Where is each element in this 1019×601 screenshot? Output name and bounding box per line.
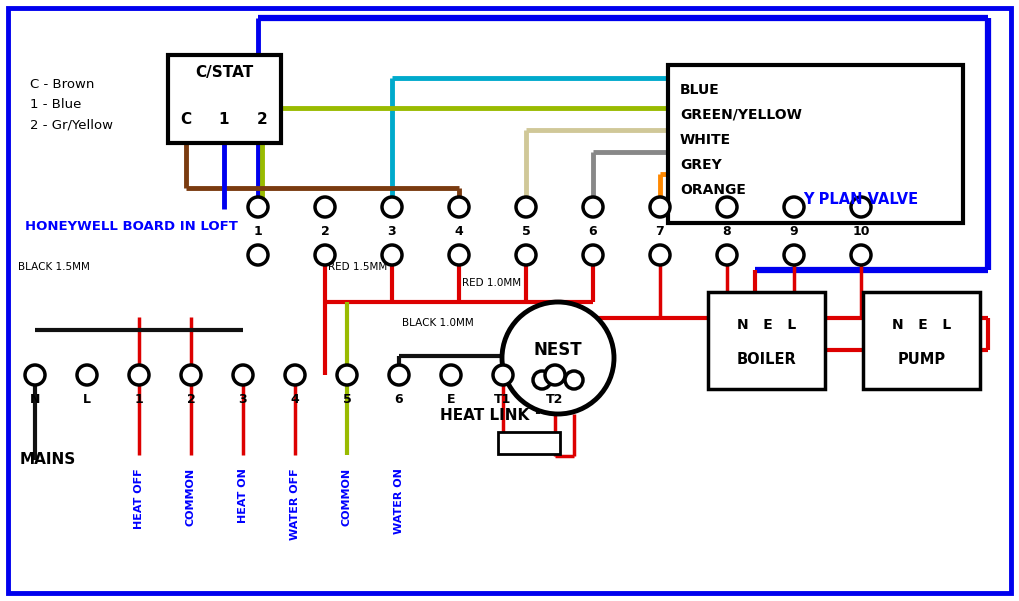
Text: 1 - Blue: 1 - Blue: [30, 99, 82, 112]
Circle shape: [851, 245, 871, 265]
Circle shape: [441, 365, 461, 385]
Bar: [668, 65, 963, 223]
Bar: [863, 292, 980, 389]
Text: N   E   L: N E L: [892, 318, 951, 332]
Text: 6: 6: [589, 225, 597, 238]
Circle shape: [382, 245, 403, 265]
Circle shape: [784, 245, 804, 265]
Circle shape: [181, 365, 201, 385]
Text: GREEN/YELLOW: GREEN/YELLOW: [680, 108, 802, 122]
Text: BLUE: BLUE: [680, 83, 719, 97]
Text: COMMON: COMMON: [342, 468, 352, 526]
Text: 5: 5: [342, 393, 352, 406]
Text: 4: 4: [454, 225, 464, 238]
Text: ORANGE: ORANGE: [680, 183, 746, 197]
Circle shape: [315, 245, 335, 265]
Circle shape: [502, 302, 614, 414]
Text: RED 1.0MM: RED 1.0MM: [462, 278, 521, 288]
Circle shape: [337, 365, 357, 385]
Text: 2: 2: [186, 393, 196, 406]
Text: N   E   L: N E L: [737, 318, 796, 332]
Text: WATER ON: WATER ON: [394, 468, 404, 534]
Text: BOILER: BOILER: [737, 352, 797, 367]
Circle shape: [717, 197, 737, 217]
Text: L: L: [83, 393, 91, 406]
Text: BLACK 1.5MM: BLACK 1.5MM: [18, 262, 90, 272]
Circle shape: [248, 197, 268, 217]
Circle shape: [516, 245, 536, 265]
Circle shape: [650, 197, 671, 217]
Circle shape: [493, 365, 513, 385]
Circle shape: [583, 197, 603, 217]
Circle shape: [717, 245, 737, 265]
Text: HEAT OFF: HEAT OFF: [135, 468, 144, 529]
Text: HONEYWELL BOARD IN LOFT: HONEYWELL BOARD IN LOFT: [25, 221, 237, 234]
Text: E: E: [446, 393, 455, 406]
Circle shape: [285, 365, 305, 385]
Circle shape: [650, 245, 671, 265]
Text: C: C: [180, 112, 192, 127]
Text: C - Brown: C - Brown: [30, 79, 95, 91]
Text: GREY: GREY: [680, 158, 721, 172]
Text: WATER OFF: WATER OFF: [290, 468, 300, 540]
Text: 7: 7: [655, 225, 664, 238]
Text: Y PLAN VALVE: Y PLAN VALVE: [803, 192, 918, 207]
Bar: [168, 55, 281, 143]
Circle shape: [129, 365, 149, 385]
Text: C/STAT: C/STAT: [196, 64, 254, 79]
Circle shape: [516, 197, 536, 217]
Text: 3: 3: [387, 225, 396, 238]
Circle shape: [248, 245, 268, 265]
Circle shape: [25, 365, 45, 385]
Text: WHITE: WHITE: [680, 133, 731, 147]
Text: 5: 5: [522, 225, 530, 238]
Bar: [498, 432, 560, 454]
Circle shape: [565, 371, 583, 389]
Circle shape: [389, 365, 409, 385]
Text: 6: 6: [394, 393, 404, 406]
Circle shape: [533, 371, 551, 389]
Text: 1: 1: [135, 393, 144, 406]
Text: 1: 1: [219, 112, 229, 127]
Circle shape: [233, 365, 253, 385]
Text: 1: 1: [254, 225, 262, 238]
Text: 3: 3: [238, 393, 248, 406]
Circle shape: [382, 197, 403, 217]
Text: HEAT ON: HEAT ON: [238, 468, 248, 523]
Text: MAINS: MAINS: [20, 453, 76, 468]
Circle shape: [315, 197, 335, 217]
Text: T1: T1: [494, 393, 512, 406]
Text: RED 1.5MM: RED 1.5MM: [328, 262, 387, 272]
Text: 4: 4: [290, 393, 300, 406]
Text: BLACK 1.0MM: BLACK 1.0MM: [403, 318, 474, 328]
Text: T2: T2: [546, 393, 564, 406]
Text: COMMON: COMMON: [186, 468, 196, 526]
Bar: [708, 292, 825, 389]
Circle shape: [784, 197, 804, 217]
Text: 2 - Gr/Yellow: 2 - Gr/Yellow: [30, 118, 113, 132]
Text: 10: 10: [852, 225, 870, 238]
Text: PUMP: PUMP: [898, 352, 946, 367]
Circle shape: [449, 197, 469, 217]
Circle shape: [77, 365, 97, 385]
Circle shape: [545, 365, 565, 385]
Text: 9: 9: [790, 225, 798, 238]
Text: NEST: NEST: [534, 341, 582, 359]
Text: N: N: [30, 393, 40, 406]
Circle shape: [449, 245, 469, 265]
Text: 2: 2: [257, 112, 267, 127]
Text: 8: 8: [722, 225, 732, 238]
Circle shape: [583, 245, 603, 265]
Text: 2: 2: [321, 225, 329, 238]
Circle shape: [851, 197, 871, 217]
Text: HEAT LINK: HEAT LINK: [440, 407, 529, 423]
